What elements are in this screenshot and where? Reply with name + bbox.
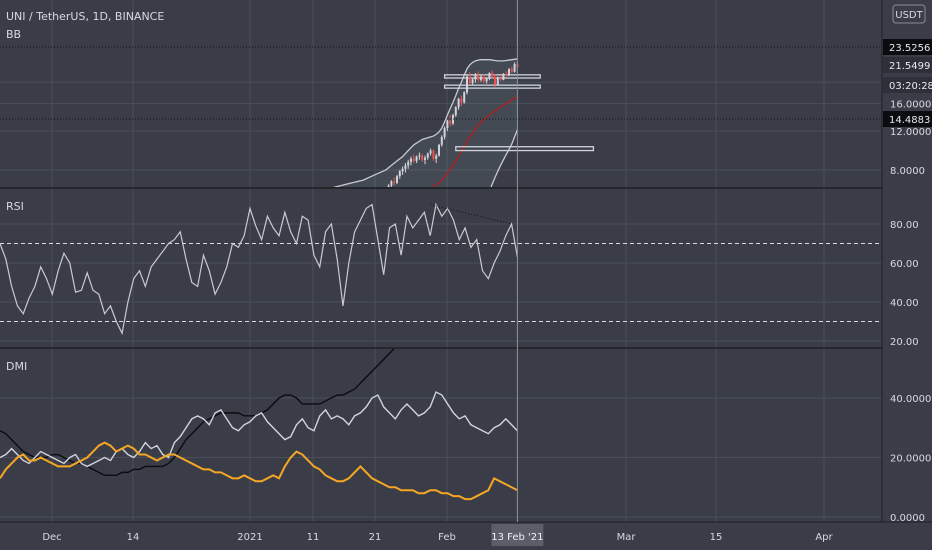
candle[interactable]	[471, 79, 474, 84]
time-tick-label: 15	[710, 532, 723, 543]
candle[interactable]	[474, 74, 477, 80]
current-date-label: 13 Feb '21	[491, 532, 543, 543]
candle[interactable]	[418, 155, 421, 157]
currency-label: USDT	[895, 10, 923, 21]
panel-separators[interactable]	[0, 0, 932, 523]
candle[interactable]	[432, 150, 435, 159]
time-tick-label: Mar	[617, 532, 637, 543]
time-tick-label: 21	[369, 532, 382, 543]
candle[interactable]	[443, 128, 446, 137]
bb-fill	[335, 58, 518, 187]
dmi-tick-label: 0.0000	[890, 513, 925, 524]
candle[interactable]	[435, 155, 438, 159]
candle[interactable]	[460, 98, 463, 103]
candle[interactable]	[508, 69, 510, 76]
time-tick-label: 14	[127, 532, 140, 543]
candle[interactable]	[454, 107, 457, 116]
price-tick-label: 12.0000	[890, 127, 931, 138]
time-tick-label: Dec	[42, 532, 61, 543]
candle[interactable]	[396, 176, 398, 183]
candle[interactable]	[449, 120, 452, 124]
dmi-minus-line[interactable]	[0, 441, 518, 501]
axes: 20.0000 16.0000 12.0000 8.0000 23.5256 21.549…	[42, 39, 932, 546]
candle[interactable]	[466, 76, 468, 93]
bb-basis-line[interactable]	[271, 96, 518, 230]
candle[interactable]	[438, 144, 440, 156]
candle[interactable]	[421, 155, 424, 160]
dmi-plus-line[interactable]	[0, 391, 518, 468]
rsi-tick-label: 60.00	[890, 259, 919, 270]
candle[interactable]	[426, 153, 429, 158]
time-tick-label: Feb	[438, 532, 456, 543]
rsi-tick-label: 20.00	[890, 337, 919, 348]
time-tick-label: 2021	[237, 532, 262, 543]
price-marker-label: 14.4883	[889, 115, 930, 126]
time-tick-label: 11	[307, 532, 320, 543]
rsi-tick-label: 80.00	[890, 220, 919, 231]
price-marker-label: 21.5499	[889, 61, 930, 72]
candle[interactable]	[429, 150, 432, 154]
candle[interactable]	[496, 78, 499, 85]
candle[interactable]	[513, 63, 516, 72]
grid-lines	[0, 0, 882, 522]
candle[interactable]	[407, 161, 410, 166]
candle[interactable]	[502, 73, 505, 80]
candle[interactable]	[480, 76, 482, 80]
time-tick-label: Apr	[815, 532, 833, 543]
price-marker-label: 23.5256	[889, 43, 930, 54]
dmi-tick-label: 20.0000	[890, 454, 931, 465]
dmi-panel[interactable]	[0, 336, 518, 501]
rsi-line[interactable]	[0, 202, 518, 336]
price-marker: 14.4883	[883, 111, 932, 127]
rsi-indicator-label[interactable]: RSI	[6, 200, 24, 213]
price-marker-label: 03:20:28	[889, 81, 932, 92]
currency-button[interactable]: USDT	[892, 4, 926, 24]
candle[interactable]	[510, 69, 513, 72]
candle[interactable]	[463, 92, 466, 103]
candle[interactable]	[485, 78, 488, 82]
candle[interactable]	[482, 76, 485, 82]
candle[interactable]	[410, 158, 412, 162]
candle[interactable]	[488, 73, 491, 79]
candle[interactable]	[457, 98, 460, 108]
current-date-marker: 13 Feb '21	[491, 524, 544, 546]
bb-upper-line[interactable]	[271, 58, 518, 206]
candle[interactable]	[401, 168, 404, 172]
candle[interactable]	[468, 76, 471, 84]
candle[interactable]	[424, 157, 426, 160]
candle[interactable]	[387, 185, 390, 192]
rsi-tick-label: 40.00	[890, 298, 919, 309]
price-marker: 03:20:28	[883, 77, 932, 93]
candle[interactable]	[404, 165, 407, 169]
candle[interactable]	[398, 171, 401, 177]
candle[interactable]	[446, 120, 449, 129]
price-marker: 21.5499	[883, 57, 932, 73]
bb-indicator-label[interactable]: BB	[6, 28, 21, 41]
candle[interactable]	[494, 76, 496, 85]
candle[interactable]	[412, 158, 415, 161]
price-panel[interactable]	[0, 46, 882, 261]
candle[interactable]	[390, 181, 393, 186]
candle[interactable]	[505, 73, 508, 76]
rsi-divergence-line[interactable]	[430, 204, 512, 225]
candle[interactable]	[393, 181, 396, 183]
dmi-tick-label: 40.0000	[890, 394, 931, 405]
candle[interactable]	[477, 74, 480, 80]
drawn-zone-2[interactable]	[443, 84, 541, 89]
price-marker: 23.5256	[883, 39, 932, 55]
symbol-title: UNI / TetherUS, 1D, BINANCE	[6, 10, 164, 23]
candle[interactable]	[440, 136, 443, 145]
dmi-indicator-label[interactable]: DMI	[6, 360, 27, 373]
drawn-zone-3[interactable]	[455, 146, 595, 152]
candle[interactable]	[491, 73, 494, 77]
candle[interactable]	[415, 156, 418, 161]
rsi-panel[interactable]	[0, 202, 882, 336]
candle[interactable]	[499, 78, 502, 80]
price-tick-label: 8.0000	[890, 166, 925, 177]
price-tick-label: 16.0000	[890, 100, 931, 111]
